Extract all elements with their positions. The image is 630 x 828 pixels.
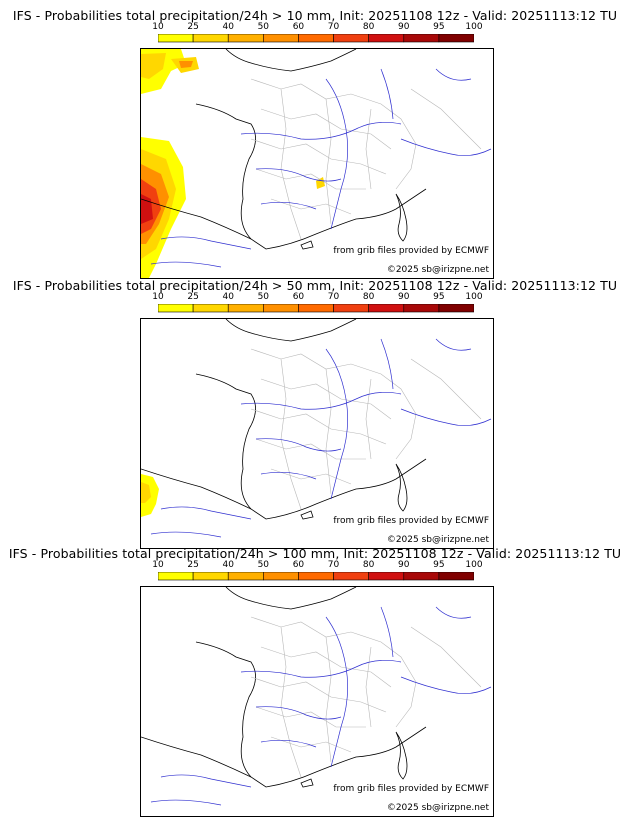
colorbar-ticks: 10 25 40 50 60 70 80 90 95 100 bbox=[152, 560, 482, 572]
colorbar-segment bbox=[403, 34, 440, 43]
credit-copyright: ©2025 sb@irizpne.net bbox=[386, 265, 489, 275]
panel-100mm: IFS - Probabilities total precipitation/… bbox=[0, 546, 630, 818]
tick-label: 60 bbox=[292, 22, 305, 32]
colorbar-segment bbox=[298, 34, 334, 43]
colorbar-segment bbox=[403, 572, 440, 581]
credit-copyright: ©2025 sb@irizpne.net bbox=[386, 803, 489, 813]
tick-label: 90 bbox=[398, 292, 410, 302]
tick-label: 25 bbox=[187, 292, 199, 302]
tick-label: 95 bbox=[433, 292, 445, 302]
coastline bbox=[141, 587, 427, 788]
probability-field bbox=[141, 474, 159, 517]
colorbar-segment bbox=[438, 572, 474, 581]
colorbar-segment bbox=[333, 572, 369, 581]
credit-source: from grib files provided by ECMWF bbox=[333, 246, 489, 256]
admin-borders bbox=[250, 78, 482, 240]
map-frame: from grib files provided by ECMWF ©2025 … bbox=[140, 48, 494, 279]
tick-label: 70 bbox=[327, 22, 340, 32]
colorbar-segment bbox=[192, 34, 229, 43]
colorbar-segment bbox=[263, 304, 299, 313]
tick-label: 70 bbox=[327, 292, 340, 302]
coastline bbox=[141, 319, 427, 520]
tick-label: 40 bbox=[222, 560, 234, 570]
colorbar-segment bbox=[298, 304, 334, 313]
tick-label: 60 bbox=[292, 560, 305, 570]
basemap-france bbox=[141, 49, 492, 278]
panel-title: IFS - Probabilities total precipitation/… bbox=[12, 278, 618, 293]
tick-label: 95 bbox=[433, 22, 445, 32]
colorbar-segment bbox=[227, 304, 264, 313]
colorbar-segment bbox=[158, 572, 194, 581]
rivers bbox=[150, 606, 492, 806]
colorbar-segment bbox=[263, 34, 299, 43]
coastline bbox=[141, 49, 427, 250]
tick-label: 10 bbox=[152, 560, 164, 570]
panel-title: IFS - Probabilities total precipitation/… bbox=[12, 8, 618, 23]
admin-borders bbox=[250, 616, 482, 778]
tick-label: 90 bbox=[398, 22, 410, 32]
colorbar-segment bbox=[158, 34, 194, 43]
colorbar bbox=[158, 572, 474, 581]
tick-label: 25 bbox=[187, 560, 199, 570]
colorbar-segment bbox=[438, 34, 474, 43]
tick-label: 50 bbox=[257, 560, 270, 570]
colorbar-ticks: 10 25 40 50 60 70 80 90 95 100 bbox=[152, 292, 482, 304]
colorbar-segment bbox=[192, 304, 229, 313]
colorbar-segment bbox=[192, 572, 229, 581]
rivers bbox=[150, 338, 492, 538]
colorbar-segment bbox=[227, 34, 264, 43]
tick-label: 80 bbox=[362, 22, 375, 32]
colorbar-segment bbox=[368, 572, 405, 581]
colorbar-segment bbox=[403, 304, 440, 313]
tick-label: 40 bbox=[222, 22, 234, 32]
colorbar-segment bbox=[368, 34, 405, 43]
credit-source: from grib files provided by ECMWF bbox=[333, 784, 489, 794]
tick-label: 100 bbox=[465, 22, 483, 32]
tick-label: 10 bbox=[152, 22, 164, 32]
tick-label: 90 bbox=[398, 560, 410, 570]
basemap-france bbox=[141, 319, 492, 538]
basemap-france bbox=[141, 587, 492, 806]
rivers bbox=[150, 68, 492, 268]
credit-source: from grib files provided by ECMWF bbox=[333, 516, 489, 526]
credit-copyright: ©2025 sb@irizpne.net bbox=[386, 535, 489, 545]
map-frame: from grib files provided by ECMWF ©2025 … bbox=[140, 586, 494, 817]
tick-label: 70 bbox=[327, 560, 340, 570]
colorbar bbox=[158, 304, 474, 313]
tick-label: 95 bbox=[433, 560, 445, 570]
colorbar-segment bbox=[333, 304, 369, 313]
tick-label: 50 bbox=[257, 22, 270, 32]
tick-label: 60 bbox=[292, 292, 305, 302]
tick-label: 80 bbox=[362, 560, 375, 570]
panel-50mm: IFS - Probabilities total precipitation/… bbox=[0, 278, 630, 550]
colorbar-segment bbox=[227, 572, 264, 581]
colorbar-segment bbox=[333, 34, 369, 43]
admin-borders bbox=[250, 348, 482, 510]
colorbar-segment bbox=[438, 304, 474, 313]
colorbar-segment bbox=[263, 572, 299, 581]
panel-10mm: IFS - Probabilities total precipitation/… bbox=[0, 8, 630, 280]
probability-field bbox=[141, 49, 325, 278]
tick-label: 40 bbox=[222, 292, 234, 302]
colorbar-segment bbox=[368, 304, 405, 313]
colorbar bbox=[158, 34, 474, 43]
colorbar-segment bbox=[298, 572, 334, 581]
map-frame: from grib files provided by ECMWF ©2025 … bbox=[140, 318, 494, 549]
tick-label: 50 bbox=[257, 292, 270, 302]
colorbar-segment bbox=[158, 304, 194, 313]
tick-label: 80 bbox=[362, 292, 375, 302]
tick-label: 100 bbox=[465, 292, 483, 302]
colorbar-ticks: 10 25 40 50 60 70 80 90 95 100 bbox=[152, 22, 482, 34]
tick-label: 25 bbox=[187, 22, 199, 32]
panel-title: IFS - Probabilities total precipitation/… bbox=[8, 546, 622, 561]
tick-label: 100 bbox=[465, 560, 483, 570]
tick-label: 10 bbox=[152, 292, 164, 302]
